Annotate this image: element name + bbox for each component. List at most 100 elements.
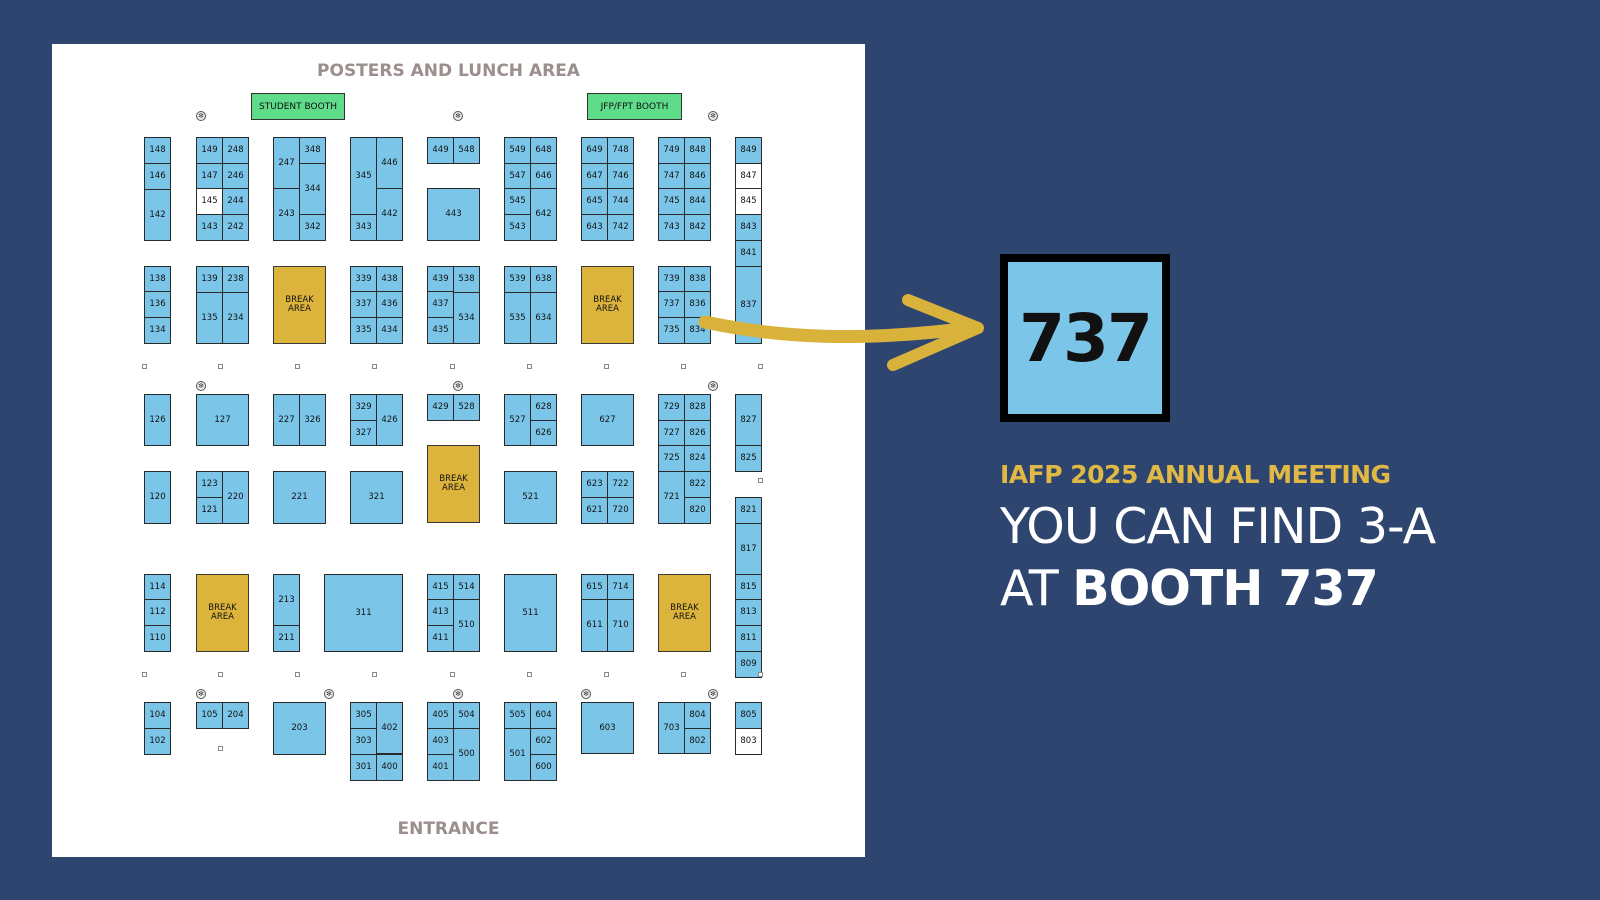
booth-204[interactable]: 204 — [222, 702, 249, 729]
booth-446[interactable]: 446 — [376, 137, 403, 189]
booth-628[interactable]: 628 — [530, 394, 557, 421]
booth-501[interactable]: 501 — [504, 728, 531, 781]
booth-142[interactable]: 142 — [144, 189, 171, 241]
booth-123[interactable]: 123 — [196, 471, 223, 498]
booth-815[interactable]: 815 — [735, 574, 762, 601]
booth-220[interactable]: 220 — [222, 471, 249, 524]
booth-242[interactable]: 242 — [222, 214, 249, 241]
booth-211[interactable]: 211 — [273, 625, 300, 652]
booth-439[interactable]: 439 — [427, 266, 454, 293]
booth-243[interactable]: 243 — [273, 188, 300, 241]
booth-843[interactable]: 843 — [735, 214, 762, 241]
booth-321[interactable]: 321 — [350, 471, 403, 524]
booth-138[interactable]: 138 — [144, 266, 171, 293]
booth-402[interactable]: 402 — [376, 702, 403, 754]
booth-203[interactable]: 203 — [273, 702, 326, 755]
booth-110[interactable]: 110 — [144, 625, 171, 652]
booth-147[interactable]: 147 — [196, 163, 223, 190]
booth-511[interactable]: 511 — [504, 574, 557, 652]
booth-720[interactable]: 720 — [607, 497, 634, 524]
booth-828[interactable]: 828 — [684, 394, 711, 421]
booth-434[interactable]: 434 — [376, 317, 403, 344]
booth-846[interactable]: 846 — [684, 163, 711, 190]
booth-342[interactable]: 342 — [299, 214, 326, 241]
booth-547[interactable]: 547 — [504, 163, 531, 190]
student-booth[interactable]: STUDENT BOOTH — [251, 93, 345, 120]
booth-642[interactable]: 642 — [530, 188, 557, 241]
booth-649[interactable]: 649 — [581, 137, 608, 164]
booth-748[interactable]: 748 — [607, 137, 634, 164]
booth-521[interactable]: 521 — [504, 471, 557, 524]
booth-345[interactable]: 345 — [350, 137, 377, 215]
booth-621[interactable]: 621 — [581, 497, 608, 524]
booth-534[interactable]: 534 — [453, 292, 480, 344]
booth-841[interactable]: 841 — [735, 240, 762, 267]
booth-634[interactable]: 634 — [530, 292, 557, 344]
booth-114[interactable]: 114 — [144, 574, 171, 601]
booth-102[interactable]: 102 — [144, 728, 171, 755]
booth-825[interactable]: 825 — [735, 445, 762, 472]
booth-805[interactable]: 805 — [735, 702, 762, 729]
booth-602[interactable]: 602 — [530, 728, 557, 755]
booth-844[interactable]: 844 — [684, 188, 711, 215]
booth-127[interactable]: 127 — [196, 394, 249, 446]
booth-348[interactable]: 348 — [299, 137, 326, 164]
booth-528[interactable]: 528 — [453, 394, 480, 421]
booth-213[interactable]: 213 — [273, 574, 300, 626]
booth-836[interactable]: 836 — [684, 291, 711, 318]
booth-802[interactable]: 802 — [684, 728, 711, 754]
booth-615[interactable]: 615 — [581, 574, 608, 601]
booth-247[interactable]: 247 — [273, 137, 300, 189]
booth-504[interactable]: 504 — [453, 702, 480, 729]
booth-148[interactable]: 148 — [144, 137, 171, 164]
booth-847[interactable]: 847 — [735, 163, 762, 189]
booth-303[interactable]: 303 — [350, 728, 377, 755]
booth-643[interactable]: 643 — [581, 214, 608, 241]
booth-535[interactable]: 535 — [504, 292, 531, 344]
booth-401[interactable]: 401 — [427, 754, 454, 781]
booth-329[interactable]: 329 — [350, 394, 377, 421]
booth-626[interactable]: 626 — [530, 420, 557, 446]
booth-426[interactable]: 426 — [376, 394, 403, 446]
booth-248[interactable]: 248 — [222, 137, 249, 164]
booth-234[interactable]: 234 — [222, 292, 249, 344]
booth-627[interactable]: 627 — [581, 394, 634, 446]
booth-435[interactable]: 435 — [427, 317, 454, 344]
booth-721[interactable]: 721 — [658, 471, 685, 524]
booth-623[interactable]: 623 — [581, 471, 608, 498]
booth-842[interactable]: 842 — [684, 214, 711, 241]
booth-510[interactable]: 510 — [453, 599, 480, 652]
booth-735[interactable]: 735 — [658, 317, 685, 344]
booth-703[interactable]: 703 — [658, 702, 685, 754]
booth-548[interactable]: 548 — [453, 137, 480, 164]
booth-126[interactable]: 126 — [144, 394, 171, 446]
booth-400[interactable]: 400 — [376, 754, 403, 781]
booth-221[interactable]: 221 — [273, 471, 326, 524]
booth-817[interactable]: 817 — [735, 523, 762, 575]
booth-443[interactable]: 443 — [427, 188, 480, 241]
booth-744[interactable]: 744 — [607, 188, 634, 215]
booth-729[interactable]: 729 — [658, 394, 685, 421]
booth-822[interactable]: 822 — [684, 471, 711, 498]
booth-710[interactable]: 710 — [607, 599, 634, 652]
booth-244[interactable]: 244 — [222, 188, 249, 215]
booth-543[interactable]: 543 — [504, 214, 531, 241]
jfp-fpt-booth[interactable]: JFP/FPT BOOTH — [587, 93, 682, 120]
booth-803[interactable]: 803 — [735, 728, 762, 755]
booth-227[interactable]: 227 — [273, 394, 300, 446]
booth-120[interactable]: 120 — [144, 471, 171, 524]
booth-742[interactable]: 742 — [607, 214, 634, 241]
booth-603[interactable]: 603 — [581, 702, 634, 754]
booth-343[interactable]: 343 — [350, 214, 377, 241]
booth-821[interactable]: 821 — [735, 497, 762, 524]
booth-311[interactable]: 311 — [324, 574, 403, 652]
booth-134[interactable]: 134 — [144, 317, 171, 344]
booth-436[interactable]: 436 — [376, 291, 403, 318]
booth-500[interactable]: 500 — [453, 728, 480, 781]
booth-722[interactable]: 722 — [607, 471, 634, 498]
booth-809[interactable]: 809 — [735, 651, 762, 678]
booth-813[interactable]: 813 — [735, 599, 762, 626]
booth-820[interactable]: 820 — [684, 497, 711, 524]
booth-326[interactable]: 326 — [299, 394, 326, 446]
booth-442[interactable]: 442 — [376, 188, 403, 241]
